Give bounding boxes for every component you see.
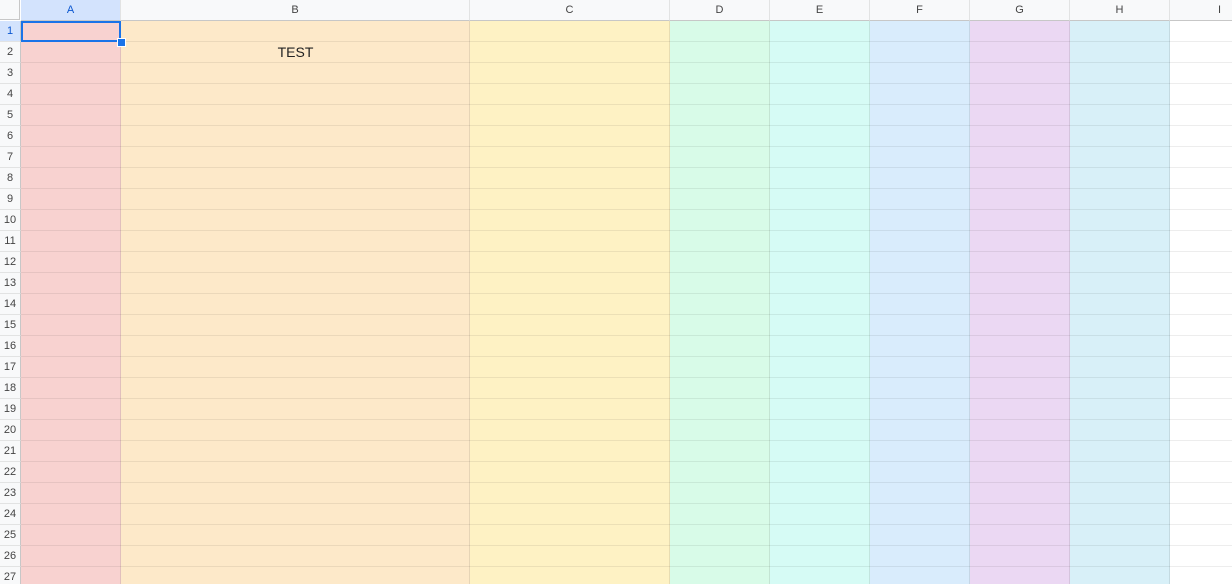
gridline-row: [21, 398, 1232, 399]
gridline-column: [1169, 21, 1170, 584]
gridline-column: [669, 21, 670, 584]
row-header-15[interactable]: 15: [0, 315, 21, 336]
row-header-16[interactable]: 16: [0, 336, 21, 357]
fill-handle[interactable]: [117, 38, 126, 47]
gridline-row: [21, 167, 1232, 168]
gridline-row: [21, 356, 1232, 357]
gridline-column: [769, 21, 770, 584]
gridline-row: [21, 146, 1232, 147]
row-header-26[interactable]: 26: [0, 546, 21, 567]
column-fill-i[interactable]: [1170, 21, 1232, 584]
row-header-3[interactable]: 3: [0, 63, 21, 84]
column-header-a[interactable]: A: [21, 0, 121, 21]
row-header-9[interactable]: 9: [0, 189, 21, 210]
gridline-row: [21, 230, 1232, 231]
gridline-row: [21, 62, 1232, 63]
column-header-f[interactable]: F: [870, 0, 970, 21]
row-header-19[interactable]: 19: [0, 399, 21, 420]
column-header-d[interactable]: D: [670, 0, 770, 21]
row-header-11[interactable]: 11: [0, 231, 21, 252]
row-header-24[interactable]: 24: [0, 504, 21, 525]
gridline-row: [21, 209, 1232, 210]
column-fill-a[interactable]: [21, 21, 121, 584]
gridline-column: [1069, 21, 1070, 584]
gridline-row: [21, 335, 1232, 336]
row-header-8[interactable]: 8: [0, 168, 21, 189]
gridline-row: [21, 125, 1232, 126]
row-header-1[interactable]: 1: [0, 21, 21, 42]
column-fill-g[interactable]: [970, 21, 1070, 584]
row-header-5[interactable]: 5: [0, 105, 21, 126]
gridline-row: [21, 41, 1232, 42]
gridline-row: [21, 104, 1232, 105]
row-header-2[interactable]: 2: [0, 42, 21, 63]
column-header-c[interactable]: C: [470, 0, 670, 21]
row-header-18[interactable]: 18: [0, 378, 21, 399]
column-fill-b[interactable]: [121, 21, 470, 584]
gridline-row: [21, 524, 1232, 525]
gridline-row: [21, 566, 1232, 567]
row-header-4[interactable]: 4: [0, 84, 21, 105]
gridline-column: [469, 21, 470, 584]
gridline-row: [21, 545, 1232, 546]
row-header-25[interactable]: 25: [0, 525, 21, 546]
gridline-column: [120, 21, 121, 584]
row-header-6[interactable]: 6: [0, 126, 21, 147]
gridline-row: [21, 272, 1232, 273]
gridline-row: [21, 293, 1232, 294]
gridline-row: [21, 83, 1232, 84]
gridline-row: [21, 440, 1232, 441]
column-fill-h[interactable]: [1070, 21, 1170, 584]
column-fill-d[interactable]: [670, 21, 770, 584]
row-header-7[interactable]: 7: [0, 147, 21, 168]
cell-b2[interactable]: TEST: [277, 44, 314, 60]
column-header-b[interactable]: B: [121, 0, 470, 21]
gridline-row: [21, 419, 1232, 420]
gridline-column: [969, 21, 970, 584]
row-header-12[interactable]: 12: [0, 252, 21, 273]
column-fill-f[interactable]: [870, 21, 970, 584]
gridline-row: [21, 251, 1232, 252]
select-all-corner[interactable]: [0, 0, 20, 20]
column-header-g[interactable]: G: [970, 0, 1070, 21]
column-fill-c[interactable]: [470, 21, 670, 584]
gridline-row: [21, 503, 1232, 504]
row-header-10[interactable]: 10: [0, 210, 21, 231]
row-header-14[interactable]: 14: [0, 294, 21, 315]
row-header-27[interactable]: 27: [0, 567, 21, 584]
gridline-row: [21, 461, 1232, 462]
row-header-22[interactable]: 22: [0, 462, 21, 483]
gridline-row: [21, 482, 1232, 483]
gridline-column: [869, 21, 870, 584]
row-header-23[interactable]: 23: [0, 483, 21, 504]
row-header-13[interactable]: 13: [0, 273, 21, 294]
gridline-row: [21, 314, 1232, 315]
row-header-17[interactable]: 17: [0, 357, 21, 378]
column-header-e[interactable]: E: [770, 0, 870, 21]
column-header-i[interactable]: I: [1170, 0, 1232, 21]
column-fill-e[interactable]: [770, 21, 870, 584]
gridline-row: [21, 188, 1232, 189]
active-cell-selection[interactable]: [21, 21, 121, 42]
row-header-20[interactable]: 20: [0, 420, 21, 441]
column-header-h[interactable]: H: [1070, 0, 1170, 21]
gridline-row: [21, 377, 1232, 378]
row-header-21[interactable]: 21: [0, 441, 21, 462]
